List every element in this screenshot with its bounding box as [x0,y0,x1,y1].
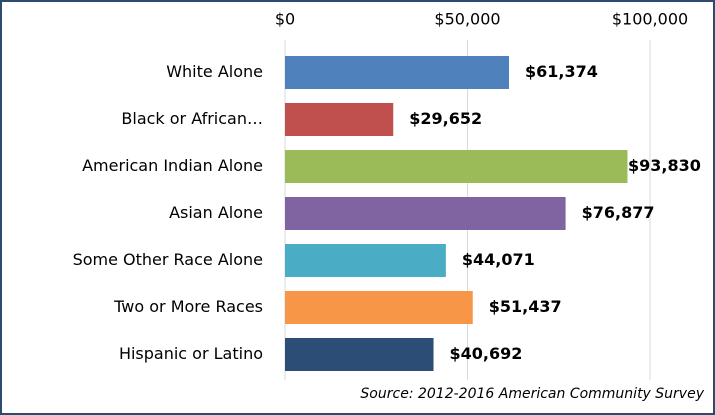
value-label: $44,071 [462,250,535,269]
bar [285,338,434,371]
y-tick-label: American Indian Alone [82,156,263,175]
value-label: $29,652 [409,109,482,128]
bar [285,56,510,89]
y-tick-label: Some Other Race Alone [73,250,263,269]
y-tick-label: Black or African… [121,109,263,128]
value-label: $76,877 [582,203,655,222]
bar [285,291,473,324]
bar [285,103,394,136]
bar [285,244,446,277]
bar [285,150,628,183]
x-tick-label: $50,000 [434,10,500,29]
x-tick-label: $100,000 [612,10,688,29]
source-note: Source: 2012-2016 American Community Sur… [360,386,704,402]
value-label: $40,692 [450,344,523,363]
value-label: $61,374 [525,62,598,81]
bar [285,197,566,230]
y-tick-label: Two or More Races [113,297,263,316]
y-tick-label: White Alone [166,62,263,81]
value-label: $93,830 [628,156,701,175]
x-tick-label: $0 [275,10,295,29]
y-tick-label: Asian Alone [169,203,263,222]
value-label: $51,437 [489,297,562,316]
y-tick-label: Hispanic or Latino [119,344,263,363]
